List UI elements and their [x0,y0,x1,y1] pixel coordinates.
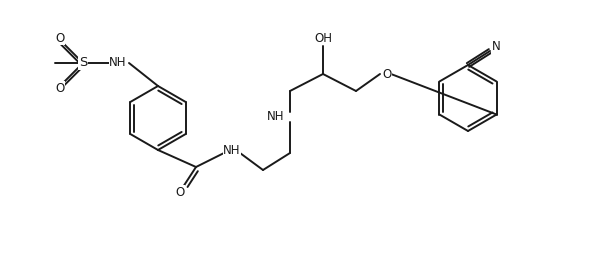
Text: O: O [176,185,184,198]
Text: NH: NH [109,56,127,69]
Text: OH: OH [314,32,332,45]
Text: O: O [382,68,392,80]
Text: NH: NH [223,143,241,157]
Text: O: O [55,32,65,45]
Text: NH: NH [267,110,285,123]
Text: S: S [79,56,87,69]
Text: N: N [492,40,500,53]
Text: O: O [55,82,65,94]
